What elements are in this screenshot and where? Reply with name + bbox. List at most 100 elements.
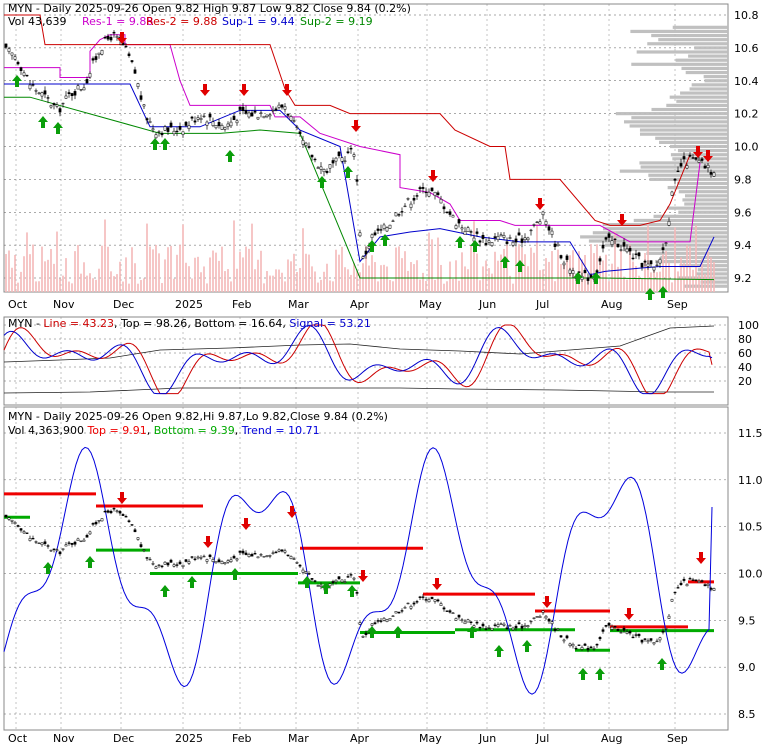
price-candle-body [688,154,692,157]
swing-candle-body [370,623,374,626]
price-candle-body [646,263,650,267]
price-candle-body [349,147,353,150]
price-candle-body [271,109,275,112]
swing-candle-body [484,628,488,630]
volume-profile-bar [651,33,728,38]
volume-bar [356,270,358,292]
swing-candle-body [523,625,527,627]
volume-profile-bar [666,103,728,108]
swing-buy-arrow [321,582,331,594]
volume-profile-bar [649,177,728,181]
price-candle-body [706,164,710,168]
price-candle-body [664,242,668,244]
swing-candle-body [646,640,650,643]
volume-bar [365,246,367,292]
swing-candle-body [109,510,113,514]
swing-candle-body [502,623,506,626]
price-candle-body [676,170,680,173]
swing-candle-body [613,625,617,628]
swing-candle-body [565,635,569,639]
swing-candle-body [34,541,38,543]
price-candle-body [199,118,203,120]
volume-bar [128,283,130,292]
volume-bar [647,224,649,292]
panel1-sup1: Sup-1 = 9.44 [222,15,295,28]
price-candle-body [268,114,272,117]
price-candle-body [673,178,677,181]
swing-candle-body [355,592,359,594]
swing-candle-body [685,584,689,587]
price-candle-body [229,121,233,127]
volume-bar [17,282,19,292]
volume-bar [53,263,55,292]
price-candle-body [238,106,242,110]
osc-tick-label: 40 [738,361,752,374]
swing-candle-body [301,569,305,573]
volume-bar [683,263,685,292]
price-candle-body [406,198,410,200]
price-candle-body [391,220,395,222]
volume-bar [146,223,148,292]
price-candle-body [583,269,587,274]
swing-candle-body [319,584,323,587]
swing-candle-body [292,558,296,560]
swing-candle-body [610,626,614,630]
volume-profile-bar [580,235,728,239]
swing-candle-body [94,521,98,525]
price-candle-body [340,157,344,162]
swing-candle-body [238,550,242,553]
swing-candle-body [352,577,356,580]
swing-candle-body [433,599,437,602]
volume-profile-bar [639,161,728,165]
swing-sell-arrow [358,570,368,582]
volume-bar [212,250,214,292]
osc-tick-label: 20 [738,375,752,388]
swing-sell-arrow [203,536,213,548]
volume-bar [575,279,577,292]
osc-bottom-line [3,387,714,394]
swing-buy-arrow [393,626,403,638]
price-candle-body [160,133,164,136]
x-tick-label-bottom: Jul [535,732,549,745]
panel1-sup2: Sup-2 = 9.19 [300,15,373,28]
swing-candle-body [148,558,152,561]
volume-profile-bar [629,124,728,128]
price-candle-body [508,237,512,239]
price-candle-body [547,226,551,231]
price-candle-body [163,126,167,131]
x-tick-label-bottom: Dec [113,732,134,745]
panel2-top-value: Top = 98.26 [120,317,187,330]
volume-bar [482,266,484,292]
volume-bar [335,249,337,292]
volume-bar [404,251,406,292]
volume-bar [5,254,7,292]
volume-profile-bar [679,264,728,268]
x-tick-label-top: Mar [288,298,309,311]
swing-candle-body [607,622,611,626]
swing-candle-body [7,517,11,520]
price-candle-body [691,157,695,159]
price-tick-label: 10.4 [734,75,759,88]
price-candle-body [25,74,29,77]
swing-candle-body [571,643,575,647]
price-candle-body [16,61,20,65]
swing-candle-body [421,596,425,598]
swing-candle-body [127,520,131,523]
volume-bar [608,281,610,292]
volume-profile-bar [636,50,728,54]
volume-profile-bar [655,136,728,140]
panel2-symbol-text: MYN [8,317,32,330]
price-candle-body [529,229,533,232]
price-candle-body [538,221,542,225]
buy-signal-arrow [591,272,601,284]
swing-candle-body [511,627,515,631]
swing-candle-body [595,643,599,646]
volume-bar [650,272,652,292]
price-tick-label: 10.2 [734,108,759,121]
swing-candle-body [151,563,155,565]
volume-bar [536,223,538,292]
volume-bar [635,266,637,292]
volume-bar [80,273,82,292]
price-candle-body [430,187,434,192]
